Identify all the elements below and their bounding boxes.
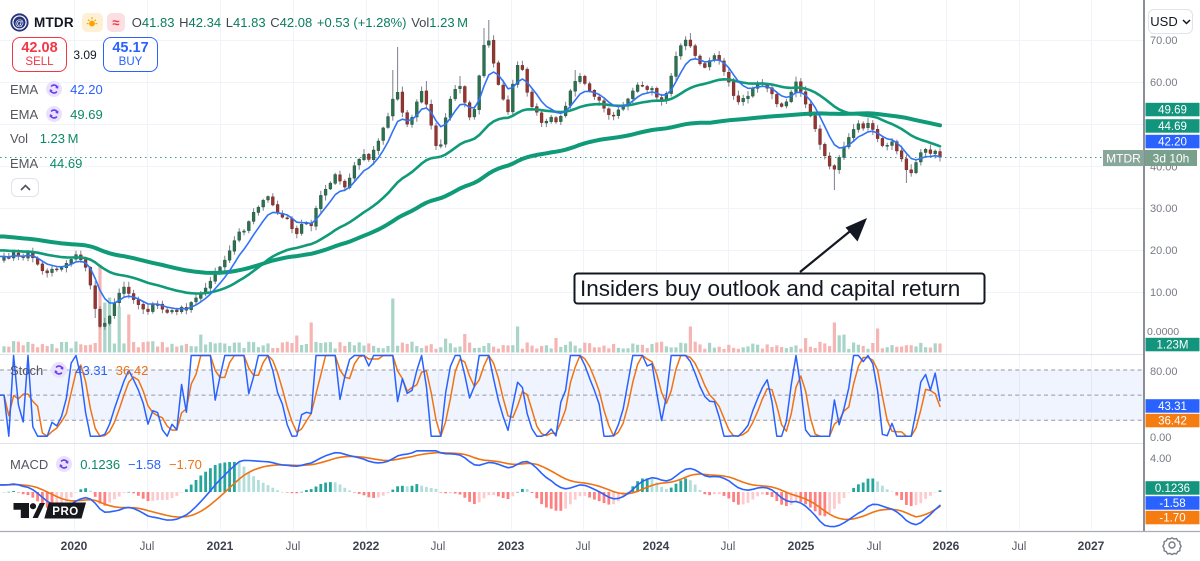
svg-text:2021: 2021 bbox=[207, 539, 234, 553]
svg-text:3d 10h: 3d 10h bbox=[1153, 152, 1190, 166]
svg-text:44.69: 44.69 bbox=[1158, 121, 1187, 133]
svg-text:MTDR: MTDR bbox=[1106, 152, 1141, 166]
svg-text:0.1236: 0.1236 bbox=[1155, 483, 1190, 495]
svg-text:20.00: 20.00 bbox=[1150, 245, 1178, 257]
svg-text:Insiders buy outlook and capit: Insiders buy outlook and capital return bbox=[580, 276, 960, 301]
svg-text:0.0000: 0.0000 bbox=[1147, 326, 1179, 338]
svg-text:49.69: 49.69 bbox=[1158, 105, 1187, 117]
svg-text:30.00: 30.00 bbox=[1150, 203, 1178, 215]
svg-text:Jul: Jul bbox=[1012, 541, 1027, 553]
svg-text:2025: 2025 bbox=[788, 539, 815, 553]
svg-text:4.00: 4.00 bbox=[1150, 453, 1171, 465]
svg-text:80.00: 80.00 bbox=[1150, 366, 1178, 378]
svg-text:2024: 2024 bbox=[643, 539, 670, 553]
svg-text:2022: 2022 bbox=[353, 539, 380, 553]
svg-text:Jul: Jul bbox=[140, 541, 155, 553]
svg-text:43.31: 43.31 bbox=[1158, 401, 1187, 413]
svg-text:Jul: Jul bbox=[431, 541, 446, 553]
svg-text:10.00: 10.00 bbox=[1150, 287, 1178, 299]
svg-text:-1.58: -1.58 bbox=[1159, 498, 1185, 510]
svg-text:PRO: PRO bbox=[52, 506, 78, 518]
svg-text:Jul: Jul bbox=[286, 541, 301, 553]
svg-text:70.00: 70.00 bbox=[1150, 35, 1178, 47]
svg-text:2023: 2023 bbox=[498, 539, 525, 553]
svg-text:Jul: Jul bbox=[576, 541, 591, 553]
svg-text:36.42: 36.42 bbox=[1158, 416, 1187, 428]
svg-text:60.00: 60.00 bbox=[1150, 77, 1178, 89]
svg-text:2020: 2020 bbox=[61, 539, 88, 553]
svg-text:-1.70: -1.70 bbox=[1159, 513, 1185, 525]
svg-text:@: @ bbox=[15, 18, 24, 28]
svg-text:2027: 2027 bbox=[1078, 539, 1105, 553]
svg-text:0.00: 0.00 bbox=[1150, 432, 1171, 444]
svg-text:42.20: 42.20 bbox=[1158, 137, 1187, 149]
svg-text:Jul: Jul bbox=[721, 541, 736, 553]
svg-text:Jul: Jul bbox=[867, 541, 882, 553]
svg-text:1.23M: 1.23M bbox=[1157, 340, 1189, 352]
svg-text:2026: 2026 bbox=[933, 539, 960, 553]
